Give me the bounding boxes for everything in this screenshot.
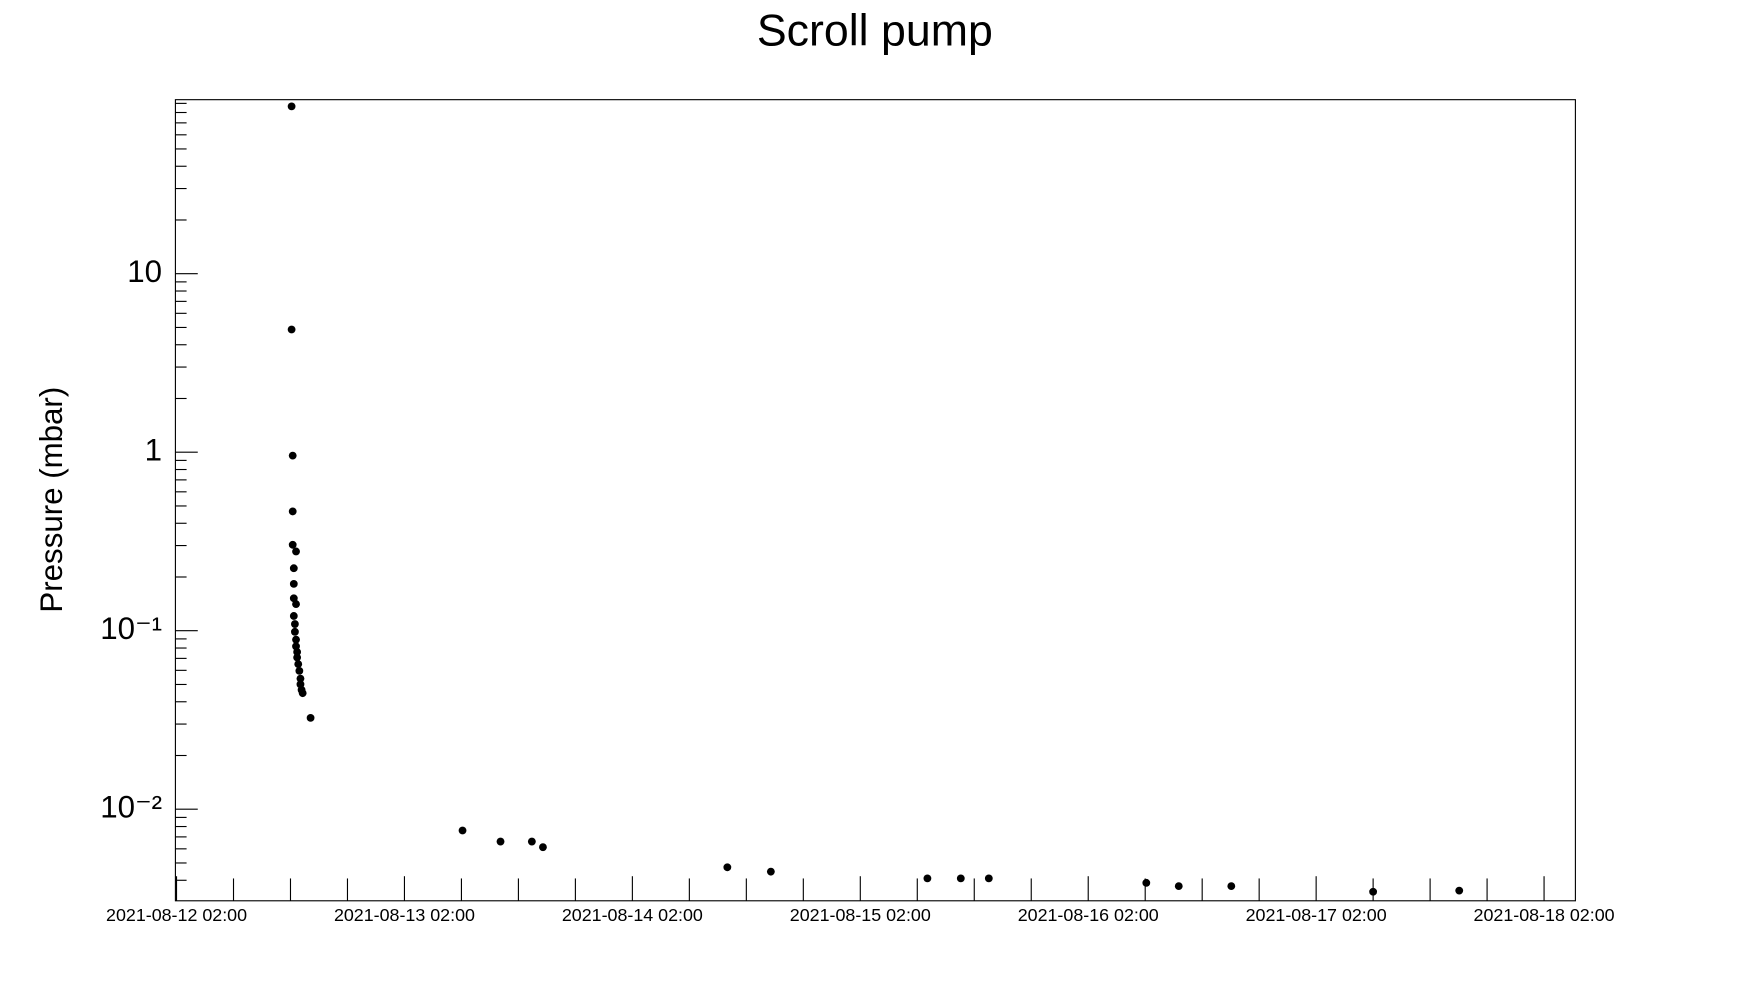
data-point bbox=[293, 653, 302, 662]
data-point bbox=[1369, 887, 1378, 896]
data-point bbox=[293, 648, 302, 656]
data-point bbox=[956, 874, 965, 883]
y-tick-label: 10⁻² bbox=[100, 790, 162, 825]
y-axis-title: Pressure (mbar) bbox=[34, 387, 69, 613]
plot-frame bbox=[174, 99, 1576, 902]
data-point bbox=[292, 635, 300, 644]
data-point bbox=[292, 600, 300, 609]
data-point bbox=[496, 837, 505, 846]
x-tick-label: 2021-08-18 02:00 bbox=[1474, 905, 1615, 925]
data-point bbox=[766, 867, 775, 876]
x-tick-label: 2021-08-14 02:00 bbox=[562, 905, 703, 925]
data-point bbox=[288, 451, 297, 460]
data-point bbox=[306, 713, 315, 722]
data-point bbox=[295, 666, 304, 675]
data-point bbox=[1142, 878, 1151, 887]
data-point bbox=[1174, 882, 1183, 891]
data-point bbox=[289, 579, 298, 588]
data-point bbox=[984, 874, 993, 883]
y-tick-label: 10⁻¹ bbox=[100, 611, 162, 646]
data-point bbox=[296, 674, 305, 683]
x-tick-label: 2021-08-16 02:00 bbox=[1018, 905, 1159, 925]
chart-title: Scroll pump bbox=[757, 7, 993, 56]
data-point bbox=[923, 874, 932, 883]
x-tick-label: 2021-08-12 02:00 bbox=[106, 905, 247, 925]
data-point bbox=[287, 102, 296, 111]
y-tick-label: 1 bbox=[145, 432, 162, 467]
x-tick-label: 2021-08-15 02:00 bbox=[790, 905, 931, 925]
data-point bbox=[292, 547, 300, 556]
data-point bbox=[458, 826, 467, 835]
x-tick-label: 2021-08-17 02:00 bbox=[1246, 905, 1387, 925]
data-point bbox=[291, 627, 299, 636]
data-point bbox=[527, 837, 536, 846]
data-point bbox=[1227, 882, 1236, 891]
x-tick-label: 2021-08-13 02:00 bbox=[334, 905, 475, 925]
y-tick-label: 10 bbox=[127, 254, 162, 289]
data-point bbox=[288, 507, 297, 516]
data-point bbox=[289, 612, 298, 620]
data-point bbox=[288, 540, 297, 549]
data-point bbox=[287, 325, 296, 334]
data-point bbox=[1455, 886, 1464, 895]
data-point bbox=[298, 689, 307, 698]
data-point bbox=[291, 620, 299, 628]
data-point bbox=[539, 843, 547, 852]
data-point bbox=[723, 863, 732, 872]
data-point bbox=[294, 660, 303, 669]
data-point bbox=[289, 564, 298, 573]
